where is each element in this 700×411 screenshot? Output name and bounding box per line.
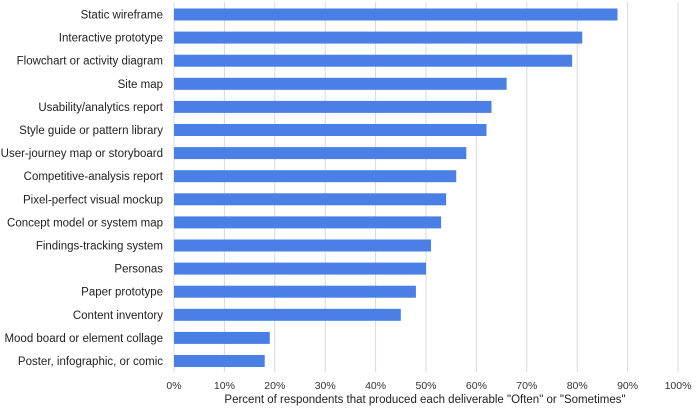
x-tick-label: 10% — [214, 380, 235, 392]
category-label: Paper prototype — [81, 287, 163, 299]
bar — [174, 54, 573, 67]
category-label: Usability/analytics report — [38, 102, 163, 114]
bar — [174, 31, 583, 44]
bar — [174, 77, 507, 90]
bar — [174, 308, 401, 321]
category-label: Static wireframe — [81, 10, 163, 22]
category-label: Site map — [118, 79, 163, 91]
bar — [174, 100, 492, 113]
category-label: Personas — [114, 264, 163, 276]
bar — [174, 193, 447, 206]
x-tick-label: 40% — [365, 380, 386, 392]
bar — [174, 8, 618, 21]
category-label: User-journey map or storyboard — [1, 148, 163, 160]
bar — [174, 355, 265, 367]
category-label: Interactive prototype — [59, 33, 163, 45]
category-label: Poster, infographic, or comic — [18, 356, 163, 368]
bar — [174, 331, 270, 344]
bar — [174, 262, 426, 275]
category-label: Style guide or pattern library — [19, 125, 163, 137]
bar — [174, 239, 432, 252]
bar — [174, 147, 467, 160]
x-tick-label: 60% — [466, 380, 487, 392]
category-label: Flowchart or activity diagram — [17, 56, 163, 68]
x-axis-ticks: 0% 10% 20% 30% 40% 50% 60% 70% 80% 90% 100% — [166, 380, 691, 392]
bar — [174, 285, 416, 298]
category-label: Concept model or system map — [7, 217, 163, 229]
x-tick-label: 70% — [516, 380, 537, 392]
x-axis-title: Percent of respondents that produced eac… — [224, 394, 625, 406]
category-label: Mood board or element collage — [4, 333, 163, 345]
category-label: Content inventory — [73, 310, 163, 322]
x-tick-label: 50% — [415, 380, 436, 392]
bar — [174, 124, 487, 136]
x-tick-label: 100% — [665, 380, 692, 392]
x-tick-label: 30% — [315, 380, 336, 392]
x-tick-label: 0% — [166, 380, 181, 392]
x-tick-label: 20% — [264, 380, 285, 392]
x-tick-label: 90% — [617, 380, 638, 392]
bar — [174, 216, 442, 229]
category-labels: Static wireframe Interactive prototype Flo… — [1, 10, 164, 369]
bars — [174, 8, 618, 367]
category-label: Findings-tracking system — [36, 241, 163, 253]
bar — [174, 170, 457, 183]
category-label: Competitive-analysis report — [24, 171, 164, 183]
x-tick-label: 80% — [567, 380, 588, 392]
category-label: Pixel-perfect visual mockup — [23, 194, 163, 206]
